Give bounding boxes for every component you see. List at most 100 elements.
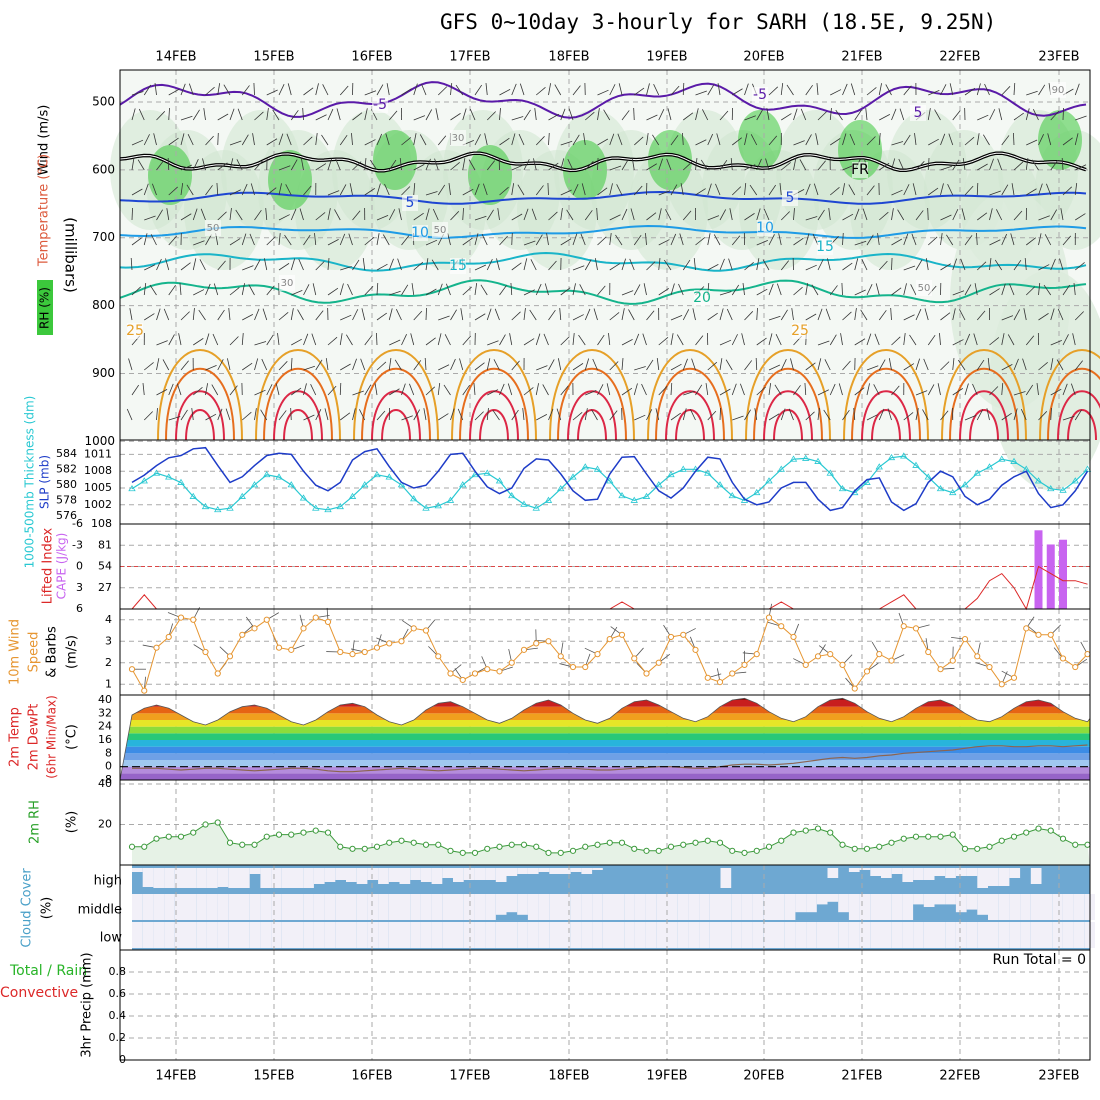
wind-barb (621, 110, 630, 121)
wind-barb (964, 333, 971, 346)
wind-barb (633, 136, 644, 146)
temp-band (120, 713, 1090, 720)
ylabel-rh-unit: (%) (65, 811, 80, 834)
wind-barb (241, 134, 249, 146)
wind-barb (1013, 132, 1015, 146)
wind-barb (683, 112, 694, 121)
wind-barb (693, 258, 696, 271)
wind-barb (634, 366, 646, 371)
wind-barb (227, 358, 231, 371)
wind-barb (1074, 83, 1080, 96)
ylabel-unit: (millibars) (62, 217, 80, 293)
wind-barb (842, 311, 852, 321)
wind-barb (964, 87, 976, 96)
rh-shade (148, 145, 192, 205)
wind-barb (707, 312, 718, 321)
wind-barb (143, 233, 148, 246)
cloud-gap-low (174, 922, 186, 948)
wind-speed-line-point (606, 636, 613, 643)
cloud-level-label: low (100, 931, 123, 946)
cape-bar (1059, 539, 1067, 609)
cloud-gap-high (292, 868, 304, 888)
wind-barb (425, 158, 431, 171)
thickness-line-point (287, 481, 295, 488)
wind-tick: 3 (105, 634, 112, 647)
cloud-gap-middle (281, 894, 293, 920)
wind-barb (584, 408, 588, 421)
wind-barb (217, 260, 226, 271)
cloud-gap-low (388, 922, 400, 948)
wind-barb (603, 109, 611, 121)
wind-barb (362, 258, 366, 271)
wind-barb (241, 411, 252, 421)
wind-barb (878, 211, 889, 221)
wind-barb (952, 358, 955, 371)
cloud-gap-middle (1009, 894, 1021, 920)
cloud-gap-low (153, 922, 165, 948)
cloud-gap-low (988, 922, 999, 948)
wind-barb (143, 362, 154, 371)
wind-barb (303, 365, 316, 371)
date-label-bottom: 22FEB (939, 1069, 980, 1084)
cloud-gap-high (356, 868, 368, 884)
wind-barb (879, 114, 891, 121)
date-label-top: 23FEB (1038, 50, 1079, 65)
wind-barb (1010, 233, 1015, 246)
wind-barb (460, 308, 464, 321)
wind-barb (535, 234, 543, 246)
cloud-gap-middle (806, 894, 817, 913)
wind-barb (462, 237, 473, 246)
rh-line-point (778, 837, 785, 844)
wind-tick: 2 (105, 656, 112, 669)
ylabel-wind-speed: Speed (27, 632, 42, 673)
wind-barb (499, 89, 511, 96)
thickness-line-point (165, 473, 173, 480)
wind-barb (438, 413, 449, 421)
cloud-gap-middle (560, 894, 571, 920)
wind-barb (484, 133, 488, 146)
wind-barb (450, 113, 461, 121)
wind-barb (474, 134, 481, 146)
wind-barb (842, 165, 854, 171)
wind-barb (523, 338, 535, 346)
rh-line-point (986, 843, 993, 850)
thickness-line-point (875, 463, 883, 470)
cloud-gap-middle (1073, 894, 1085, 920)
wind-barb (474, 283, 478, 296)
wind-barb (499, 108, 501, 121)
wind-barb (1026, 237, 1036, 246)
thickness-tick: 584 (56, 447, 77, 460)
cloud-gap-high (977, 868, 988, 888)
wind-barb (1025, 158, 1029, 171)
wind-barb (646, 310, 655, 321)
thickness-line-point (1034, 477, 1043, 484)
wind-barb (903, 184, 910, 196)
wind-barb (166, 208, 170, 221)
wind-barb (849, 133, 856, 146)
wind-barb (911, 233, 917, 246)
thickness-line-point (704, 469, 712, 476)
wind-barb (744, 409, 751, 421)
cloud-gap-high (196, 868, 207, 888)
wind-barb (156, 358, 160, 371)
wind-barb (658, 337, 669, 346)
wind-barb (835, 109, 843, 121)
rh-line-point (606, 839, 613, 846)
thickness-line-point (299, 494, 308, 501)
wind-barb (695, 158, 698, 171)
wind-barb (168, 235, 177, 246)
contour-label: 50 (918, 283, 931, 294)
wind-barb (719, 159, 728, 171)
cloud-gap-high (720, 868, 732, 888)
wind-barb (646, 114, 658, 121)
wind-barb (927, 384, 935, 396)
thickness-line-point (201, 502, 210, 510)
wind-barb (730, 158, 733, 171)
cloud-gap-middle (581, 894, 593, 920)
wind-barb (180, 262, 191, 271)
thickness-line-point (532, 504, 540, 511)
wind-barb (987, 358, 990, 371)
cloud-gap-high (174, 868, 186, 888)
wind-barb (719, 358, 723, 371)
cloud-gap-high (388, 868, 400, 882)
